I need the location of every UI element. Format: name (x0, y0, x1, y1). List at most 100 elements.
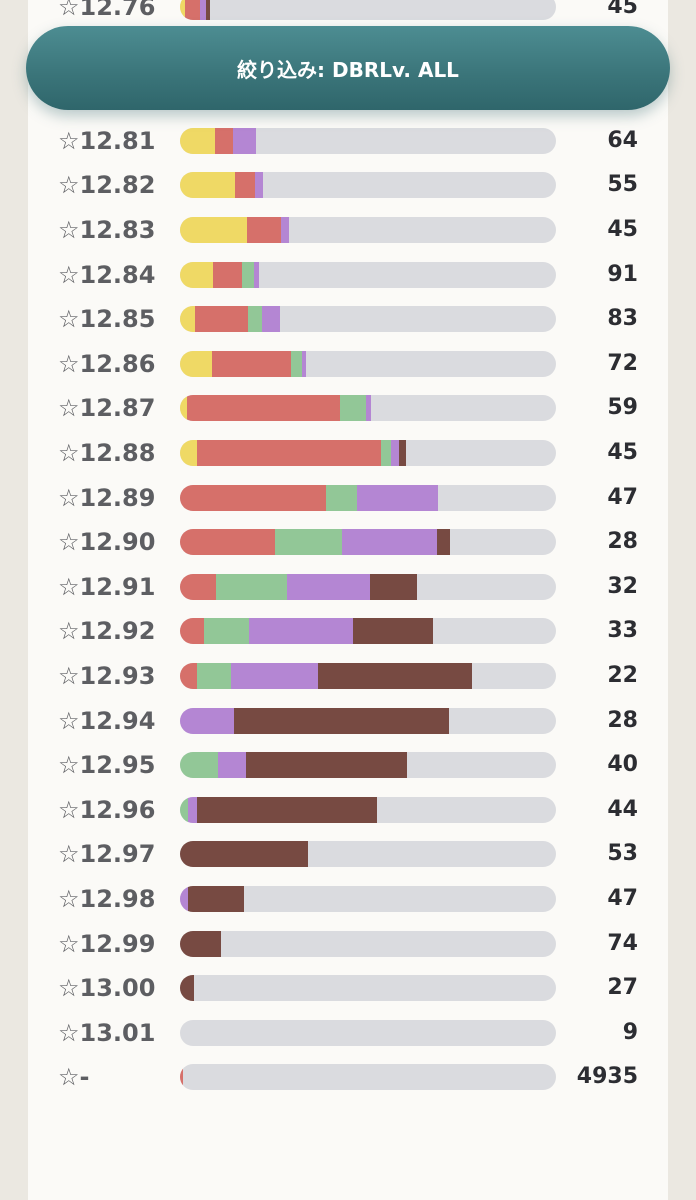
level-count: 33 (607, 618, 638, 644)
level-count: 72 (607, 350, 638, 376)
bar-segment-red (211, 350, 291, 377)
level-count: 32 (607, 573, 638, 599)
level-row: ☆12.91 32 (28, 565, 668, 609)
stacked-bar (180, 440, 556, 466)
bar-segment-red (180, 529, 276, 556)
bar-segment-purple (254, 261, 259, 288)
level-label: ☆12.83 (58, 216, 156, 244)
level-count: 28 (607, 707, 638, 733)
level-label: ☆12.86 (58, 349, 156, 378)
bar-segment-purple (390, 440, 399, 466)
level-label: ☆12.93 (58, 662, 156, 690)
level-row: ☆12.83 45 (28, 208, 668, 252)
bar-segment-brown (205, 0, 211, 20)
bar-segment-yellow (180, 0, 186, 20)
bar-segment-purple (357, 484, 438, 511)
level-count: 45 (607, 0, 638, 19)
level-count: 45 (607, 217, 638, 242)
stacked-bar (180, 172, 556, 199)
bar-segment-yellow (180, 127, 215, 154)
bar-segment-purple (200, 0, 206, 20)
level-row: ☆12.82 55 (28, 163, 668, 207)
bar-segment-green (180, 752, 218, 779)
level-label: ☆12.85 (58, 305, 156, 334)
stacked-bar (180, 707, 556, 734)
bar-segment-red (180, 484, 326, 511)
bar-segment-green (247, 306, 262, 333)
bar-segment-brown (317, 663, 473, 689)
level-row: ☆12.88 45 (28, 431, 668, 475)
stacked-bar (180, 663, 556, 689)
bar-segment-brown (196, 796, 378, 823)
stacked-bar (180, 484, 556, 511)
bar-segment-green (180, 796, 189, 823)
level-count: 40 (607, 752, 638, 778)
bar-segment-brown (233, 707, 450, 734)
bar-segment-purple (180, 886, 189, 912)
level-row: ☆12.92 33 (28, 609, 668, 653)
level-row: ☆12.96 44 (28, 788, 668, 832)
bar-segment-purple (217, 752, 246, 779)
bar-segment-green (242, 261, 255, 288)
bar-segment-brown (369, 573, 417, 600)
level-row: ☆12.89 47 (28, 476, 668, 520)
level-label: ☆12.99 (58, 929, 156, 958)
stacked-bar (180, 395, 556, 422)
bar-segment-yellow (180, 395, 187, 422)
stacked-bar (180, 618, 556, 645)
level-row: ☆12.76 45 (28, 0, 668, 29)
bar-segment-purple (248, 618, 353, 645)
bar-segment-yellow (180, 350, 212, 377)
bar-segment-red (180, 618, 204, 645)
stacked-bar (180, 886, 556, 912)
filter-button[interactable]: 絞り込み: DBRLv. ALL (26, 26, 670, 110)
bar-segment-red (234, 172, 256, 199)
stacked-bar (180, 350, 556, 377)
level-count: 27 (607, 975, 638, 1001)
level-label: ☆12.89 (58, 483, 156, 512)
bar-segment-red (185, 0, 201, 20)
level-row: ☆13.01 9 (28, 1011, 668, 1055)
bar-segment-red (186, 395, 341, 422)
level-row: ☆12.93 22 (28, 654, 668, 698)
bar-segment-green (340, 395, 366, 422)
stacked-bar (180, 1019, 556, 1046)
level-row: ☆- 4935 (28, 1055, 668, 1099)
level-row: ☆12.87 59 (28, 386, 668, 430)
bar-segment-purple (302, 350, 306, 377)
bar-segment-red (180, 663, 197, 689)
bar-segment-brown (352, 618, 433, 645)
level-label: ☆12.95 (58, 751, 156, 780)
stacked-bar (180, 930, 556, 957)
level-label: ☆12.96 (58, 795, 156, 824)
level-row: ☆12.90 28 (28, 520, 668, 564)
stacked-bar (180, 752, 556, 779)
stacked-bar (180, 529, 556, 556)
bar-segment-yellow (180, 172, 235, 199)
level-count: 59 (607, 395, 638, 421)
stacked-bar (180, 796, 556, 823)
level-row: ☆12.95 40 (28, 743, 668, 787)
bar-segment-brown (245, 752, 407, 779)
level-row: ☆12.81 64 (28, 119, 668, 163)
level-label: ☆12.90 (58, 528, 156, 557)
bar-segment-brown (437, 529, 451, 556)
stacked-bar (180, 0, 556, 20)
bar-segment-green (381, 440, 391, 466)
level-count: 55 (607, 172, 638, 198)
level-count: 4935 (576, 1064, 638, 1090)
stacked-bar (180, 217, 556, 243)
bar-segment-purple (280, 217, 290, 243)
level-label: ☆12.84 (58, 260, 156, 289)
bar-segment-yellow (180, 261, 214, 288)
bar-segment-red (180, 1064, 183, 1091)
level-count: 47 (607, 886, 638, 911)
level-label: ☆12.92 (58, 617, 156, 646)
filter-button-label: 絞り込み: DBRLv. ALL (237, 57, 459, 82)
level-label: ☆12.88 (58, 439, 156, 467)
level-label: ☆12.91 (58, 572, 156, 601)
bar-segment-red (180, 573, 216, 600)
bar-segment-green (203, 618, 249, 645)
stacked-bar (180, 127, 556, 154)
bar-segment-brown (398, 440, 407, 466)
